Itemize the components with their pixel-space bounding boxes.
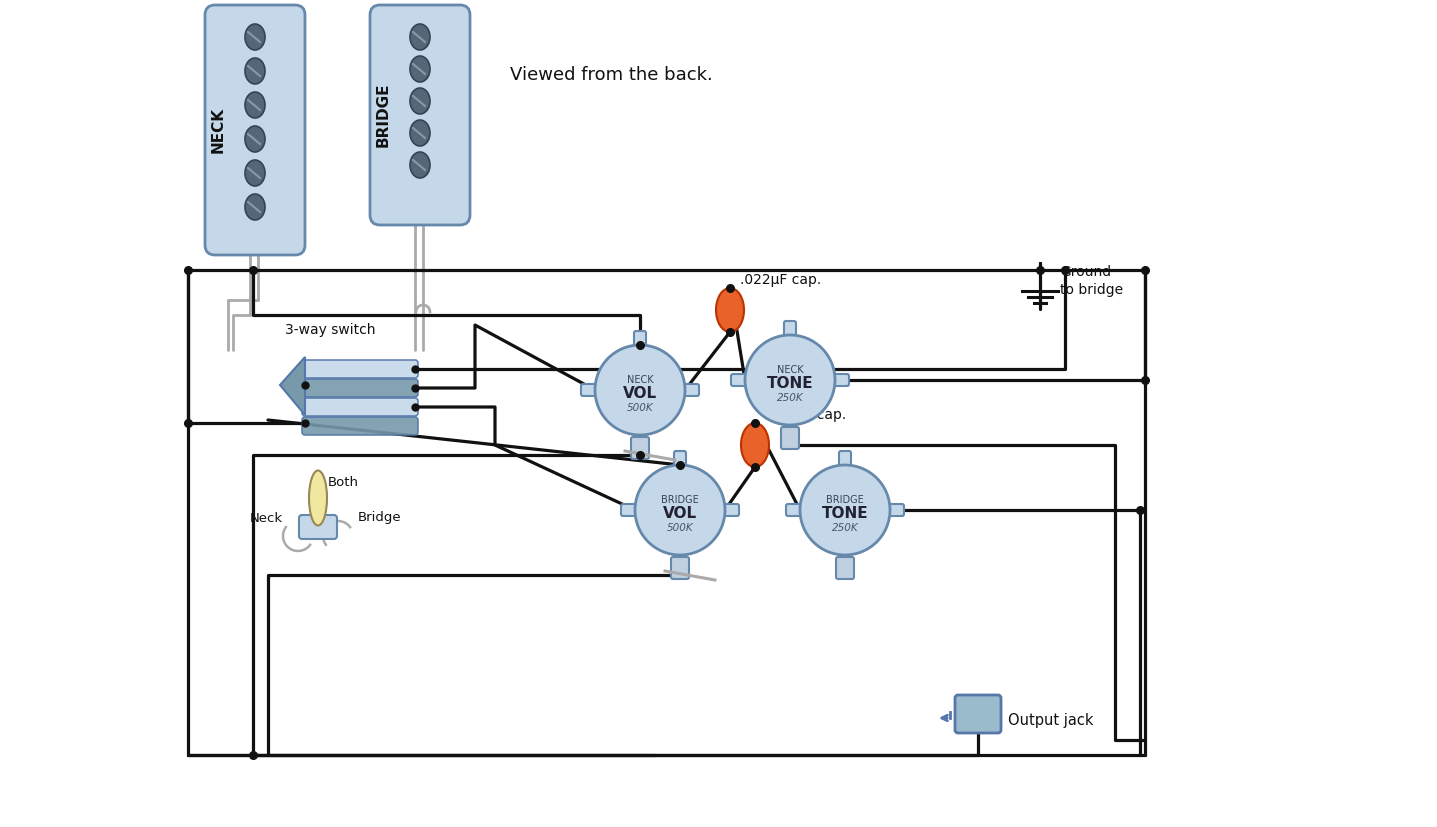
- Text: BRIDGE: BRIDGE: [826, 495, 864, 505]
- Ellipse shape: [244, 58, 264, 84]
- Text: Ground
to bridge: Ground to bridge: [1061, 265, 1124, 297]
- Ellipse shape: [741, 423, 769, 467]
- Text: NECK: NECK: [210, 107, 226, 153]
- Circle shape: [744, 335, 835, 425]
- Text: BRIDGE: BRIDGE: [375, 83, 391, 147]
- FancyBboxPatch shape: [631, 437, 650, 459]
- Text: TONE: TONE: [822, 506, 868, 522]
- FancyBboxPatch shape: [780, 427, 799, 449]
- FancyBboxPatch shape: [839, 451, 851, 475]
- Text: .022μF cap.: .022μF cap.: [740, 273, 822, 287]
- FancyBboxPatch shape: [674, 451, 685, 475]
- FancyBboxPatch shape: [716, 504, 739, 516]
- Circle shape: [595, 345, 685, 435]
- Text: 250K: 250K: [832, 523, 858, 533]
- FancyBboxPatch shape: [634, 425, 647, 449]
- Text: Output jack: Output jack: [1007, 713, 1094, 728]
- Ellipse shape: [410, 24, 430, 50]
- Ellipse shape: [244, 92, 264, 118]
- Text: Both: Both: [328, 476, 359, 490]
- Text: TONE: TONE: [767, 376, 813, 391]
- Text: 500K: 500K: [667, 523, 693, 533]
- Text: NECK: NECK: [627, 375, 654, 385]
- FancyBboxPatch shape: [621, 504, 645, 516]
- FancyBboxPatch shape: [302, 379, 418, 397]
- FancyBboxPatch shape: [836, 557, 854, 579]
- FancyBboxPatch shape: [302, 417, 418, 435]
- Text: 250K: 250K: [776, 393, 803, 403]
- FancyBboxPatch shape: [299, 515, 338, 539]
- FancyBboxPatch shape: [879, 504, 904, 516]
- Ellipse shape: [410, 152, 430, 178]
- FancyBboxPatch shape: [674, 545, 685, 569]
- Ellipse shape: [309, 471, 328, 525]
- FancyBboxPatch shape: [731, 374, 754, 386]
- Text: NECK: NECK: [776, 365, 803, 375]
- Text: BRIDGE: BRIDGE: [661, 495, 698, 505]
- Text: 3-way switch: 3-way switch: [285, 323, 375, 337]
- Text: Bridge: Bridge: [358, 512, 401, 524]
- FancyBboxPatch shape: [956, 695, 1002, 733]
- FancyBboxPatch shape: [785, 415, 796, 439]
- FancyBboxPatch shape: [634, 331, 647, 355]
- FancyBboxPatch shape: [302, 360, 418, 378]
- FancyBboxPatch shape: [675, 384, 698, 396]
- Circle shape: [800, 465, 890, 555]
- Ellipse shape: [410, 56, 430, 82]
- Polygon shape: [280, 357, 305, 415]
- Circle shape: [635, 465, 726, 555]
- FancyBboxPatch shape: [302, 398, 418, 416]
- Ellipse shape: [244, 24, 264, 50]
- Text: VOL: VOL: [662, 506, 697, 522]
- Text: VOL: VOL: [622, 386, 657, 401]
- Ellipse shape: [244, 194, 264, 220]
- FancyBboxPatch shape: [785, 321, 796, 345]
- Text: 500K: 500K: [627, 403, 654, 413]
- FancyBboxPatch shape: [581, 384, 605, 396]
- Ellipse shape: [244, 126, 264, 152]
- Text: Viewed from the back.: Viewed from the back.: [510, 66, 713, 84]
- FancyBboxPatch shape: [369, 5, 470, 225]
- Ellipse shape: [410, 88, 430, 114]
- FancyBboxPatch shape: [839, 545, 851, 569]
- FancyBboxPatch shape: [671, 557, 688, 579]
- Text: Neck: Neck: [250, 512, 283, 524]
- FancyBboxPatch shape: [205, 5, 305, 255]
- Ellipse shape: [410, 120, 430, 146]
- Ellipse shape: [244, 160, 264, 186]
- FancyBboxPatch shape: [786, 504, 810, 516]
- FancyBboxPatch shape: [825, 374, 849, 386]
- Text: .022μF cap.: .022μF cap.: [764, 408, 846, 422]
- Ellipse shape: [716, 288, 744, 332]
